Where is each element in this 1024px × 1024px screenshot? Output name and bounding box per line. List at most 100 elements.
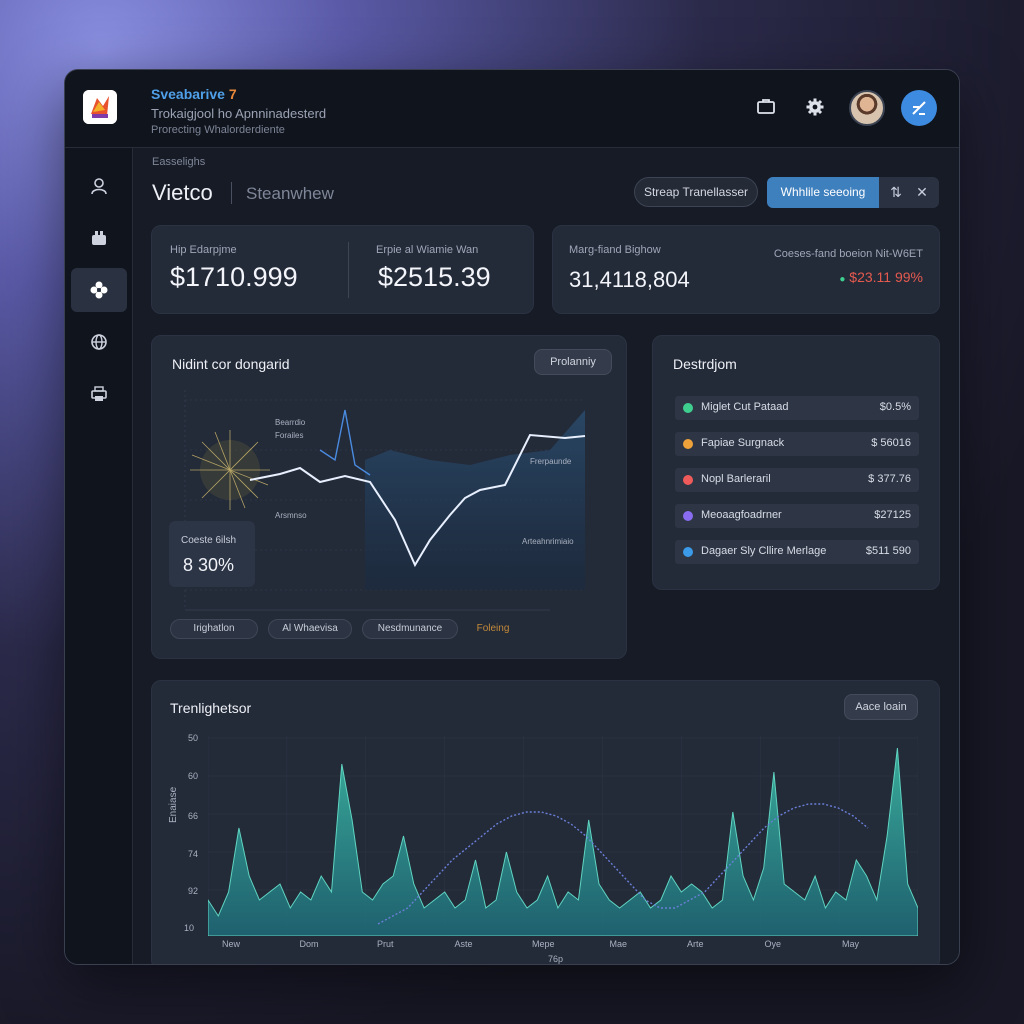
edit-icon[interactable] [901, 90, 937, 126]
trend-area-chart [208, 736, 918, 936]
y-tick: 74 [188, 849, 199, 859]
main-series-line [249, 433, 586, 568]
x-tick: Dom [299, 939, 319, 949]
list-item-name: Fapiae Surgnack [701, 437, 785, 449]
up-indicator-icon: ● [839, 274, 846, 285]
x-axis-label: 76p [548, 954, 564, 964]
trend-chart-button[interactable]: Aace loain [844, 694, 918, 720]
app-tagline: Prorecting Whalorderdiente [151, 124, 285, 136]
filter-chip[interactable]: Foleing [476, 623, 510, 634]
annotation: Forailes [275, 431, 303, 440]
briefcase-icon[interactable] [755, 96, 777, 118]
sidebar [65, 148, 133, 964]
y-tick: 66 [188, 811, 199, 821]
change-value: ● $23.11 99% [839, 269, 923, 285]
main-chart-title: Nidint cor dongarid [172, 356, 290, 372]
filter-chip[interactable]: Irighatlon [170, 619, 258, 639]
sidebar-item-team[interactable] [71, 216, 127, 260]
annotation: Bearrdio [275, 418, 306, 427]
list-item[interactable]: Dagaer Sly Cllire Merlage $511 590 [675, 540, 919, 564]
top-bar: Sveabarive 7 Trokaigjool ho Apnninadeste… [65, 70, 959, 148]
volume-band [365, 410, 585, 590]
x-tick: Aste [454, 939, 473, 949]
app-window: Sveabarive 7 Trokaigjool ho Apnninadeste… [64, 69, 960, 965]
x-tick: Mae [609, 939, 628, 949]
change-label: Coeses-fand boeion Nit-W6ET [773, 248, 923, 260]
list-item[interactable]: Meoaagfoadrner $27125 [675, 504, 919, 528]
sidebar-item-profile[interactable] [71, 164, 127, 208]
main-chart-card: Nidint cor dongarid Prolanniy [151, 335, 627, 659]
filter-chip[interactable]: Al Whaevisa [268, 619, 352, 639]
x-tick: Mepe [532, 939, 555, 949]
close-icon[interactable]: ✕ [916, 184, 928, 200]
list-item[interactable]: Fapiae Surgnack $ 56016 [675, 432, 919, 456]
list-item[interactable]: Nopl Barleraril $ 377.76 [675, 468, 919, 492]
sidebar-item-globe[interactable] [71, 320, 127, 364]
y-tick: 60 [188, 771, 199, 781]
globe-icon [91, 334, 107, 350]
distribution-title: Destrdjom [673, 356, 737, 372]
x-tick: New [222, 939, 241, 949]
change-value-text: $23.11 99% [849, 269, 923, 285]
sort-icon[interactable]: ⇅ [890, 184, 902, 200]
stat-divider [348, 242, 349, 298]
title-divider [231, 182, 232, 204]
status-dot-icon [683, 403, 693, 413]
primary-action-group: Whhlile seeoing ⇅ ✕ [767, 177, 939, 208]
flower-icon [90, 281, 108, 299]
list-item-name: Dagaer Sly Cllire Merlage [701, 545, 827, 557]
sidebar-item-dashboard[interactable] [71, 268, 127, 312]
stats-card-right: Marg-fiand Bighow 31,4118,804 Coeses-fan… [552, 225, 940, 314]
team-icon [92, 231, 106, 245]
secondary-action-button[interactable]: Streap Tranellasser [634, 177, 758, 207]
avatar[interactable] [849, 90, 885, 126]
app-logo [83, 90, 117, 124]
annotation: Arteahnrimiaio [522, 537, 574, 546]
status-dot-icon [683, 511, 693, 521]
status-dot-icon [683, 547, 693, 557]
main-chart-button[interactable]: Prolanniy [534, 349, 612, 375]
gear-icon[interactable] [804, 96, 826, 118]
trend-chart-title: Trenlighetsor [170, 700, 252, 716]
app-subtitle: Trokaigjool ho Apnninadesterd [151, 106, 327, 121]
y-tick: 92 [188, 886, 199, 896]
stat-label: Hip Edarpjme [170, 244, 237, 256]
stat-value: 31,4118,804 [569, 267, 690, 292]
sparkle-burst [190, 430, 270, 510]
y-axis-label: Enaiase [168, 786, 179, 823]
x-tick: Arte [687, 939, 704, 949]
list-item-value: $27125 [874, 509, 911, 521]
list-item-name: Miglet Cut Pataad [701, 401, 789, 413]
app-title: Sveabarive 7 [151, 86, 237, 102]
list-item-value: $ 56016 [871, 437, 911, 449]
stat-value: $1710.999 [170, 262, 298, 292]
list-item-name: Nopl Barleraril [701, 473, 771, 485]
breadcrumb[interactable]: Easselighs [152, 156, 206, 168]
status-dot-icon [683, 439, 693, 449]
stat-value: $2515.39 [378, 262, 491, 292]
list-item-value: $ 377.76 [868, 473, 911, 485]
app-version: 7 [228, 86, 237, 102]
x-tick: Prut [377, 939, 394, 949]
x-tick: Oye [764, 939, 782, 949]
y-tick: 10 [184, 923, 195, 933]
overlay-value: 8 30% [183, 555, 235, 575]
user-icon [91, 178, 107, 195]
filter-chip[interactable]: Nesdmunance [362, 619, 458, 639]
secondary-line [319, 409, 371, 476]
trend-area-series [208, 747, 918, 936]
tab-overview[interactable]: Steanwhew [246, 184, 334, 203]
sidebar-item-printer[interactable] [71, 372, 127, 416]
annotation: Frerpaunde [530, 457, 572, 466]
stat-label: Erpie al Wiamie Wan [376, 244, 479, 256]
trend-chart-card: Trenlighetsor Aace loain Enaiase 50 60 6… [151, 680, 940, 964]
list-item-value: $511 590 [865, 545, 911, 557]
printer-icon [91, 386, 107, 401]
primary-action-button[interactable]: Whhlile seeoing [767, 177, 879, 208]
main-line-chart: Bearrdio Forailes Arsmnso Frerpaunde Art… [184, 390, 586, 611]
overlay-stat-card: Coeste 6ilsh 8 30% [169, 521, 255, 587]
y-tick: 50 [188, 733, 199, 743]
stat-label: Marg-fiand Bighow [569, 244, 661, 256]
overlay-label: Coeste 6ilsh [181, 535, 237, 546]
list-item[interactable]: Miglet Cut Pataad $0.5% [675, 396, 919, 420]
